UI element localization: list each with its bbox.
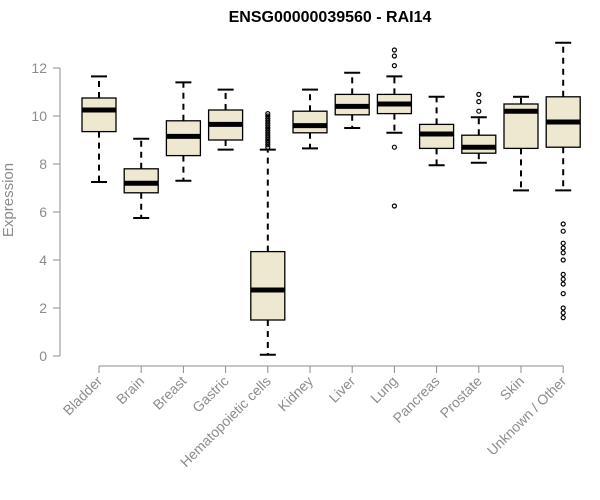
outlier-point [265,115,271,122]
box-brain [123,137,159,219]
box-hematopoietic-cells [250,110,286,356]
box-skin [503,95,539,192]
y-tick-label: 8 [39,156,47,172]
outlier-point [265,125,271,131]
outlier-point [391,144,397,150]
box-bladder [81,75,117,183]
outlier-point [265,120,271,126]
outlier-point [391,203,397,209]
outlier-point [265,142,271,148]
outlier-point [560,305,566,311]
x-tick-label: Lung [367,373,400,406]
y-tick-label: 10 [31,108,47,124]
box-breast [165,81,202,182]
outlier-point [265,135,271,141]
y-axis: 0 2 4 6 8 10 12 [31,60,61,364]
outlier-point [265,127,271,133]
outlier-point [391,47,397,53]
y-tick-label: 4 [39,252,47,268]
y-axis-label: Expression [0,163,17,237]
outlier-point [476,108,482,114]
outlier-point [265,132,271,138]
box-lung [376,47,413,209]
outlier-point [560,257,566,263]
outlier-point [560,315,566,321]
y-tick-label: 2 [39,300,47,316]
box-gastric [207,88,244,151]
box-body [250,250,286,321]
outlier-point [560,228,566,234]
outlier-point [265,144,271,150]
y-tick-label: 12 [31,60,47,76]
outlier-point [391,53,397,59]
box-kidney [292,88,328,150]
x-tick-label: Pancreas [390,373,443,426]
outlier-point [265,130,271,136]
x-tick-label: Kidney [275,373,317,415]
outlier-point [560,276,566,282]
box-body [81,97,117,133]
box-prostate [461,91,497,164]
x-tick-label: Breast [150,373,190,413]
outlier-point [560,221,566,227]
outlier-point [560,291,566,297]
outlier-point [265,118,271,124]
x-tick-label: Unknown / Other [484,373,570,459]
outlier-point [476,98,482,105]
outlier-point [560,245,566,251]
x-tick-label: Bladder [60,373,106,419]
y-tick-label: 6 [39,204,47,220]
outlier-point [560,271,566,277]
outlier-point [560,240,566,246]
outlier-point [560,281,566,287]
box-body [461,134,497,154]
box-pancreas [418,95,455,167]
outlier-point [265,122,271,129]
chart-title: ENSG00000039560 - RAI14 [229,9,432,26]
outlier-point [265,137,271,143]
outlier-point [265,113,271,119]
box-liver [334,71,370,129]
outlier-point [560,310,566,316]
boxes [81,41,581,356]
x-tick-label: Prostate [437,373,485,421]
outlier-point [391,62,397,69]
outlier-point [560,250,566,256]
x-tick-label: Brain [113,373,147,407]
outlier-point [265,110,271,117]
y-tick-label: 0 [39,348,47,364]
x-tick-label: Skin [497,373,528,404]
box-unknown-other [545,41,581,321]
outlier-point [265,139,271,145]
outlier-point [476,91,482,98]
box-body [292,110,328,134]
x-tick-label: Liver [326,373,359,406]
